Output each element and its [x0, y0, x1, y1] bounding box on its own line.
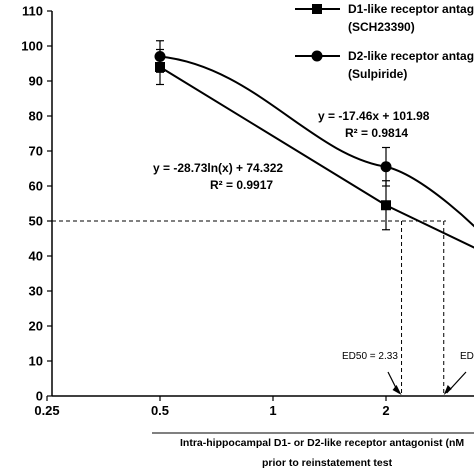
x-tick-label-1: 0.5 [151, 403, 169, 418]
ed50-arrowhead-1 [443, 385, 452, 395]
x-axis-label-line2: prior to reinstatement test [262, 457, 393, 469]
y-tick-label-0: 0 [36, 389, 43, 404]
series-line-d2 [159, 55, 474, 228]
legend-d1-sublabel: (SCH23390) [348, 20, 415, 34]
x-tick-label-0: 0.25 [34, 403, 59, 418]
legend-d2-label: D2-like receptor antag [348, 49, 474, 63]
y-tick-label-10: 100 [21, 39, 43, 54]
equation-d1-line1: y = -28.73ln(x) + 74.322 [153, 161, 283, 175]
equation-d1-line2: R² = 0.9917 [210, 178, 273, 192]
point-d1-0 [155, 62, 165, 72]
y-tick-label-4: 40 [29, 249, 43, 264]
y-tick-label-3: 30 [29, 284, 43, 299]
y-tick-label-8: 80 [29, 109, 43, 124]
y-tick-label-2: 20 [29, 319, 43, 334]
y-tick-label-11: 110 [22, 4, 43, 19]
legend-d2-sublabel: (Sulpiride) [348, 67, 407, 81]
y-tick-label-6: 60 [29, 179, 43, 194]
x-tick-label-2: 1 [269, 403, 276, 418]
equation-d2-line1: y = -17.46x + 101.98 [318, 109, 430, 123]
ed50-arrowhead-0 [392, 385, 402, 395]
annotations: y = -17.46x + 101.98 R² = 0.9814 y = -28… [153, 109, 474, 469]
legend: D1-like receptor antag (SCH23390) D2-lik… [295, 2, 474, 81]
reference-lines [52, 220, 467, 396]
y-tick-label-9: 90 [29, 74, 43, 89]
equation-d2-line2: R² = 0.9814 [345, 126, 408, 140]
y-tick-label-5: 50 [29, 214, 43, 229]
point-d2-1 [380, 161, 392, 173]
point-d2-0 [154, 51, 166, 62]
legend-marker-d2 [311, 50, 323, 62]
point-d1-1 [381, 200, 391, 211]
series-group [154, 40, 474, 249]
legend-d1-label: D1-like receptor antag [348, 2, 474, 16]
x-axis-label-line1: Intra-hippocampal D1- or D2-like recepto… [180, 437, 464, 449]
ed50-d1-label: ED50 = 2.33 [342, 351, 398, 362]
axes: 0 10 20 30 40 50 60 70 80 90 100 110 0.25 0.5 1 2 [21, 4, 474, 434]
ed50-d2-label: ED [460, 351, 474, 362]
y-tick-label-7: 70 [29, 144, 43, 159]
x-tick-label-3: 2 [382, 403, 389, 418]
arrow-mask-left [404, 366, 420, 380]
legend-marker-d1 [312, 4, 322, 14]
y-tick-label-1: 10 [29, 354, 43, 369]
